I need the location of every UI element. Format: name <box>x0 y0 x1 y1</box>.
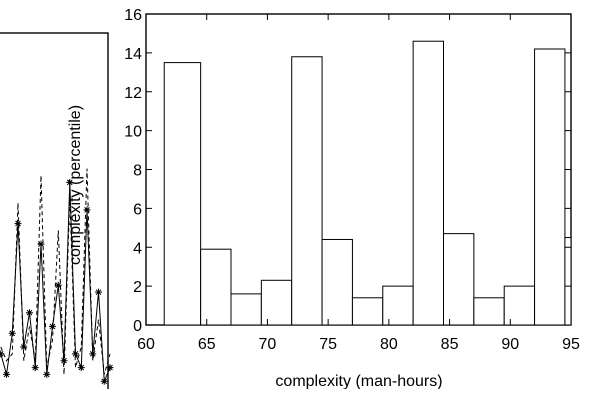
left-star-point-18 <box>100 377 108 385</box>
left-star-point-5 <box>26 309 33 317</box>
left-star-point-10 <box>54 281 62 289</box>
bar-2 <box>230 293 262 326</box>
left-star-point-19 <box>106 364 114 372</box>
bar-8 <box>412 40 444 326</box>
bar-11 <box>503 285 536 326</box>
bar-0 <box>163 62 202 326</box>
x-tick-label-2: 70 <box>259 336 277 353</box>
bar-10 <box>473 297 505 326</box>
left-plot-series <box>0 168 114 385</box>
x-tick-label-7: 95 <box>562 336 580 353</box>
bar-4 <box>291 56 323 326</box>
left-series-line-0 <box>0 182 111 382</box>
left-star-point-6 <box>31 364 39 372</box>
left-star-point-12 <box>66 178 74 186</box>
left-star-point-8 <box>43 370 51 378</box>
left-star-point-14 <box>77 364 85 372</box>
x-tick-label-4: 80 <box>380 336 398 353</box>
left-star-point-15 <box>83 206 91 214</box>
left-star-point-7 <box>37 240 45 248</box>
y-tick-label-8: 16 <box>124 7 142 24</box>
bar-13 <box>564 237 572 326</box>
y-tick-label-4: 8 <box>133 163 142 180</box>
x-tick-label-5: 85 <box>441 336 459 353</box>
bar-3 <box>260 279 293 326</box>
left-series-line-1 <box>0 168 111 375</box>
bar-1 <box>200 248 232 326</box>
y-axis-title: complexity (percentile) <box>67 105 84 265</box>
left-partial-plot <box>0 32 114 394</box>
left-star-point-17 <box>95 288 102 296</box>
y-tick-label-3: 6 <box>133 201 142 218</box>
left-star-point-13 <box>72 350 79 358</box>
y-tick-label-1: 2 <box>133 279 142 296</box>
y-tick-label-0: 0 <box>133 318 142 335</box>
bar-7 <box>382 285 414 326</box>
bar-9 <box>443 233 475 326</box>
left-star-point-16 <box>89 350 97 358</box>
left-star-point-3 <box>14 220 22 228</box>
left-plot-frame <box>0 32 109 394</box>
y-tick-label-5: 10 <box>124 124 142 141</box>
x-tick-label-0: 60 <box>137 336 155 353</box>
y-tick-label-6: 12 <box>124 85 142 102</box>
x-tick-label-3: 75 <box>319 336 337 353</box>
y-tick-label-7: 14 <box>124 46 142 63</box>
bar-6 <box>351 297 384 326</box>
histogram-plot: 60 65 70 75 80 85 90 95 0 2 4 6 8 10 12 14 16 complexit… <box>67 7 580 390</box>
left-star-point-1 <box>3 370 10 378</box>
y-tick-label-2: 4 <box>133 240 142 257</box>
bar-12 <box>534 48 566 326</box>
x-tick-label-1: 65 <box>198 336 216 353</box>
left-star-point-9 <box>49 322 56 330</box>
y-axis-ticks: 0 2 4 6 8 10 12 14 16 <box>124 7 571 335</box>
x-axis-title: complexity (man-hours) <box>275 373 442 389</box>
bars-group <box>163 40 572 326</box>
x-axis-ticks: 60 65 70 75 80 85 90 95 <box>137 14 580 353</box>
left-star-point-11 <box>60 357 68 365</box>
x-tick-label-6: 90 <box>501 336 519 353</box>
bar-5 <box>321 238 353 326</box>
left-star-point-0 <box>0 350 5 358</box>
left-star-point-2 <box>8 329 16 337</box>
